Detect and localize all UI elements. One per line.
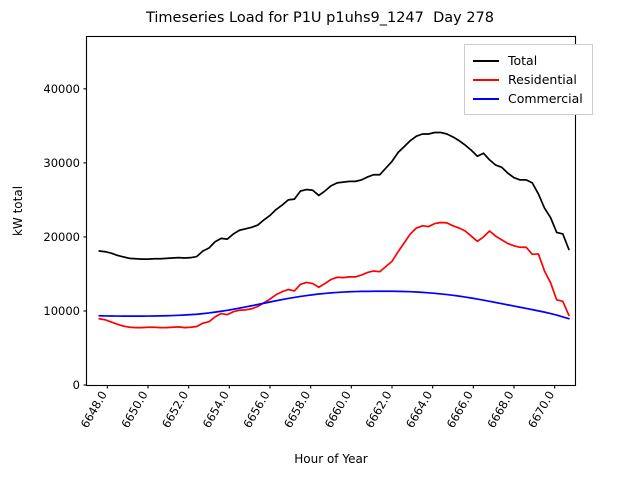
y-tick-label: 20000 [43,230,80,244]
y-tick-label: 0 [73,378,80,392]
x-tick-label: 6668.0 [484,389,516,431]
y-axis-label: kW total [11,186,25,236]
legend-label-total: Total [508,53,538,68]
series-line-total [98,131,570,260]
y-tick-label: 30000 [43,156,80,170]
chart-title: Timeseries Load for P1U p1uhs9_1247 Day … [145,10,495,26]
x-tick-label: 6660.0 [322,389,354,431]
axes-spines [85,35,577,387]
x-tick-label: 6664.0 [403,389,435,431]
legend-swatch-total [473,59,499,62]
legend-label-residential: Residential [508,72,577,87]
series-line-residential [98,221,570,329]
legend-item: Residential [473,70,583,89]
x-axis-label: Hour of Year [294,452,368,466]
x-tick-label: 6654.0 [200,389,232,431]
x-tick-label: 6652.0 [159,389,191,431]
x-tick-label: 6670.0 [525,389,557,431]
y-tick-label: 10000 [43,304,80,318]
legend-swatch-residential [473,78,499,81]
x-tick-label: 6666.0 [444,389,476,431]
chart-legend: Total Residential Commercial [464,44,593,115]
plot-frame [85,35,577,387]
x-tick-label: 6648.0 [78,389,110,431]
y-tick-label: 40000 [43,82,80,96]
x-tick-label: 6656.0 [240,389,272,431]
legend-item: Commercial [473,89,583,108]
series-line-commercial [98,290,570,320]
y-axis-ticks: 0 10000 20000 30000 40000 [43,82,87,392]
x-axis-ticks: 6648.0 6650.0 6652.0 6654.0 6656.0 6658.0 6660… [78,385,557,431]
data-series-group [98,131,570,329]
x-tick-label: 6658.0 [281,389,313,431]
x-tick-label: 6650.0 [118,389,150,431]
legend-swatch-commercial [473,97,499,100]
x-tick-label: 6662.0 [362,389,394,431]
legend-item: Total [473,51,583,70]
legend-label-commercial: Commercial [508,91,583,106]
